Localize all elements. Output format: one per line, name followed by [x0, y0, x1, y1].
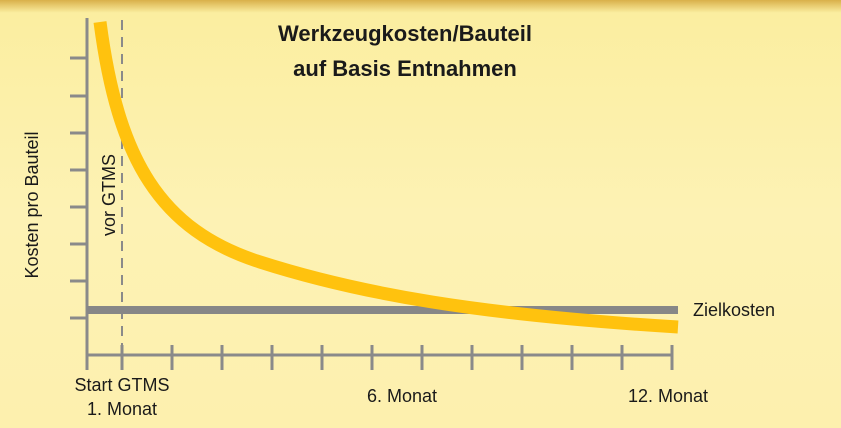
x-label: 6. Monat: [367, 386, 437, 406]
x-label: 1. Monat: [87, 399, 157, 419]
x-label: 12. Monat: [628, 386, 708, 406]
y-axis-label: Kosten pro Bauteil: [22, 131, 42, 278]
x-label: Start GTMS: [74, 375, 169, 395]
target-label: Zielkosten: [693, 300, 775, 320]
title: auf Basis Entnahmen: [293, 56, 517, 81]
marker-label: vor GTMS: [99, 154, 119, 236]
title: Werkzeugkosten/Bauteil: [278, 21, 532, 46]
diagram: Werkzeugkosten/Bauteil auf Basis Entnahm…: [0, 0, 841, 428]
page: Werkzeugkosten/Bauteil auf Basis Entnahm…: [0, 0, 841, 428]
